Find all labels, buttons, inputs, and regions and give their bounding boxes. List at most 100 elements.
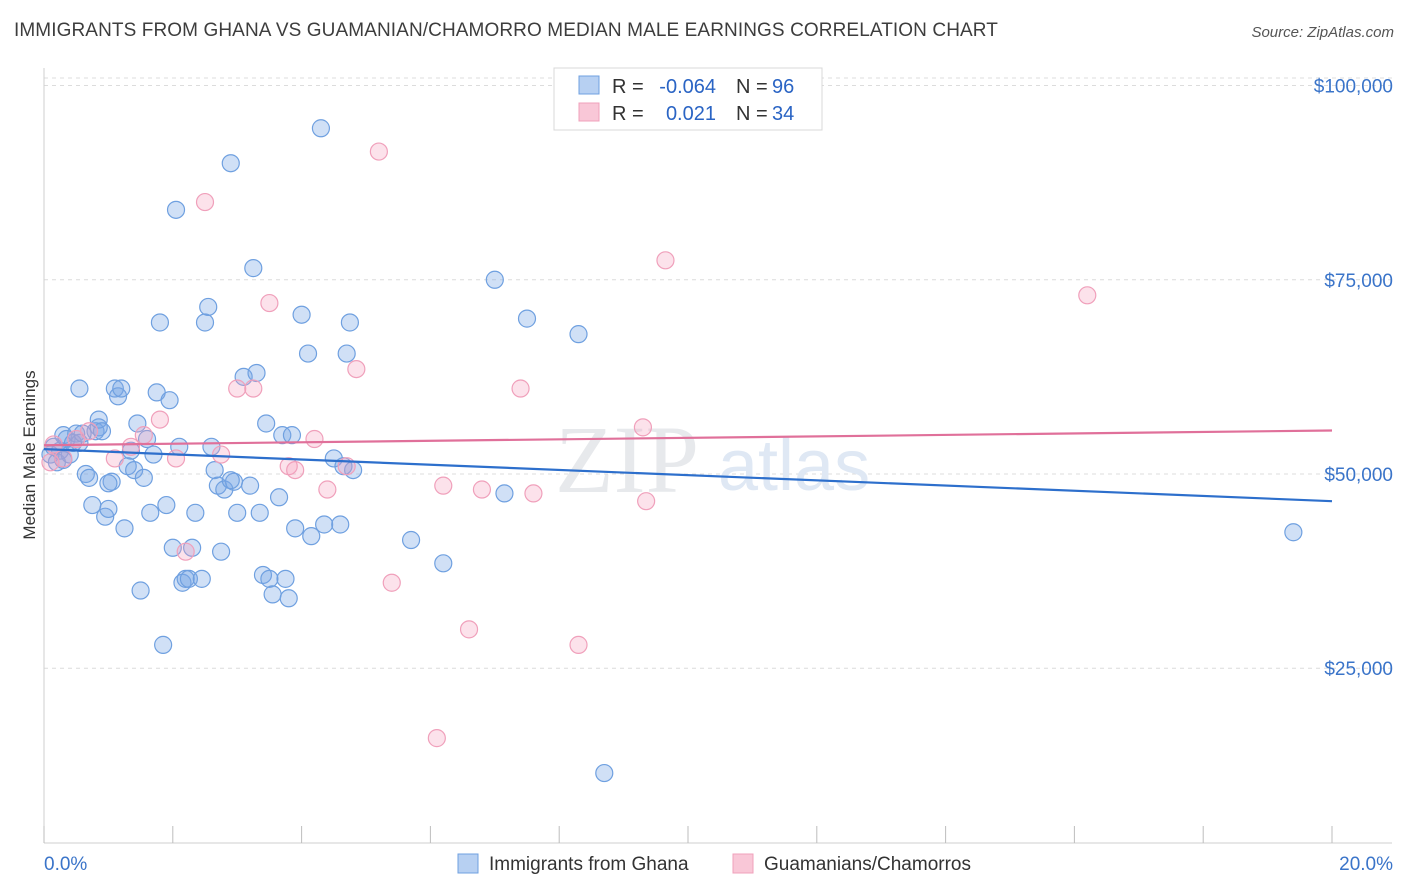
point-guamanian [134, 426, 153, 445]
point-ghana [70, 379, 89, 398]
point-guamanian [569, 635, 588, 654]
point-ghana [517, 309, 537, 328]
point-ghana [112, 379, 131, 398]
watermark-atlas: atlas [718, 426, 870, 506]
point-ghana [1284, 523, 1303, 542]
point-ghana [150, 313, 170, 332]
point-ghana [315, 515, 334, 534]
point-guamanian [656, 251, 675, 270]
legend-r-value-1: -0.064 [659, 76, 716, 98]
x-tick-label: 0.0% [44, 854, 87, 875]
x-tick-label: 20.0% [1339, 854, 1393, 875]
legend-r-label-2: R = [612, 103, 644, 125]
point-ghana [166, 200, 186, 219]
point-ghana [131, 581, 150, 600]
point-ghana [279, 589, 298, 608]
point-guamanian [228, 379, 247, 398]
point-ghana [286, 519, 305, 538]
point-ghana [92, 422, 112, 441]
point-ghana [228, 503, 247, 522]
legend-swatch-blue [578, 75, 600, 95]
point-ghana [263, 585, 282, 604]
point-guamanian [260, 293, 279, 313]
legend-n-label-2: N = [736, 103, 768, 125]
point-guamanian [54, 449, 73, 468]
point-ghana [79, 468, 99, 487]
point-ghana [160, 391, 179, 410]
point-guamanian [347, 360, 366, 379]
point-ghana [154, 635, 173, 654]
point-ghana [221, 471, 240, 490]
legend-label-guamanian: Guamanians/Chamorros [764, 854, 971, 875]
point-ghana [186, 503, 205, 522]
point-ghana [157, 495, 176, 515]
y-tick-label: $25,000 [1324, 659, 1393, 680]
y-tick-label: $75,000 [1324, 271, 1393, 292]
correlation-legend: R = -0.064 N = 96 R = 0.021 N = 34 [553, 67, 823, 131]
point-guamanian [121, 437, 141, 456]
point-guamanian [318, 480, 337, 499]
watermark-zip: ZIP [555, 406, 699, 513]
point-ghana [221, 154, 240, 173]
point-ghana [302, 527, 321, 546]
point-ghana [215, 480, 234, 499]
point-ghana [99, 474, 118, 493]
legend-r-label-1: R = [612, 76, 644, 98]
legend-swatch-pink [578, 102, 600, 122]
point-ghana [115, 519, 134, 538]
axes [43, 68, 1392, 844]
point-ghana [257, 414, 276, 433]
point-ghana [89, 410, 108, 429]
series-legend: Immigrants from Ghana Guamanians/Chamorr… [457, 853, 971, 875]
point-ghana [485, 270, 504, 289]
source-label: Source: ZipAtlas.com [1251, 24, 1394, 41]
point-guamanian [286, 460, 305, 480]
point-ghana [247, 363, 266, 383]
point-guamanian [150, 410, 170, 429]
point-ghana [134, 468, 153, 487]
point-ghana [212, 542, 231, 561]
points [41, 119, 1303, 783]
point-guamanian [244, 379, 263, 398]
point-ghana [244, 259, 263, 278]
point-ghana [595, 763, 614, 783]
legend-swatch-ghana [457, 853, 479, 874]
point-guamanian [1078, 286, 1097, 305]
point-guamanian [427, 729, 446, 748]
trend-line-ghana [43, 448, 1333, 503]
point-ghana [495, 484, 514, 503]
point-ghana [569, 325, 588, 344]
point-ghana [276, 569, 295, 588]
legend-r-value-2: 0.021 [666, 103, 716, 125]
y-tick-labels: $25,000 $50,000 $75,000 $100,000 [1314, 77, 1393, 681]
point-guamanian [195, 192, 215, 212]
point-ghana [273, 426, 292, 445]
point-ghana [282, 426, 302, 445]
point-ghana [125, 460, 144, 480]
point-guamanian [305, 429, 324, 449]
point-ghana [434, 554, 453, 573]
point-ghana [199, 297, 218, 317]
point-guamanian [212, 445, 231, 464]
y-axis-label: Median Male Earnings [20, 370, 39, 539]
point-ghana [179, 569, 198, 588]
watermark: ZIP atlas [555, 406, 870, 513]
trend-lines [43, 429, 1333, 503]
point-ghana [401, 530, 421, 550]
point-ghana [192, 569, 211, 588]
x-tick-labels: 0.0% 20.0% [44, 854, 1393, 875]
point-ghana [99, 499, 118, 519]
point-guamanian [79, 422, 99, 441]
point-guamanian [637, 492, 656, 511]
legend-swatch-guamanian [732, 853, 754, 874]
point-guamanian [633, 418, 653, 437]
legend-n-label-1: N = [736, 76, 768, 98]
legend-n-value-2: 34 [772, 103, 794, 125]
chart-title: IMMIGRANTS FROM GHANA VS GUAMANIAN/CHAMO… [14, 20, 998, 41]
point-ghana [331, 515, 350, 534]
point-guamanian [524, 484, 543, 503]
point-ghana [250, 503, 269, 522]
point-guamanian [369, 142, 388, 161]
point-ghana [298, 344, 318, 363]
